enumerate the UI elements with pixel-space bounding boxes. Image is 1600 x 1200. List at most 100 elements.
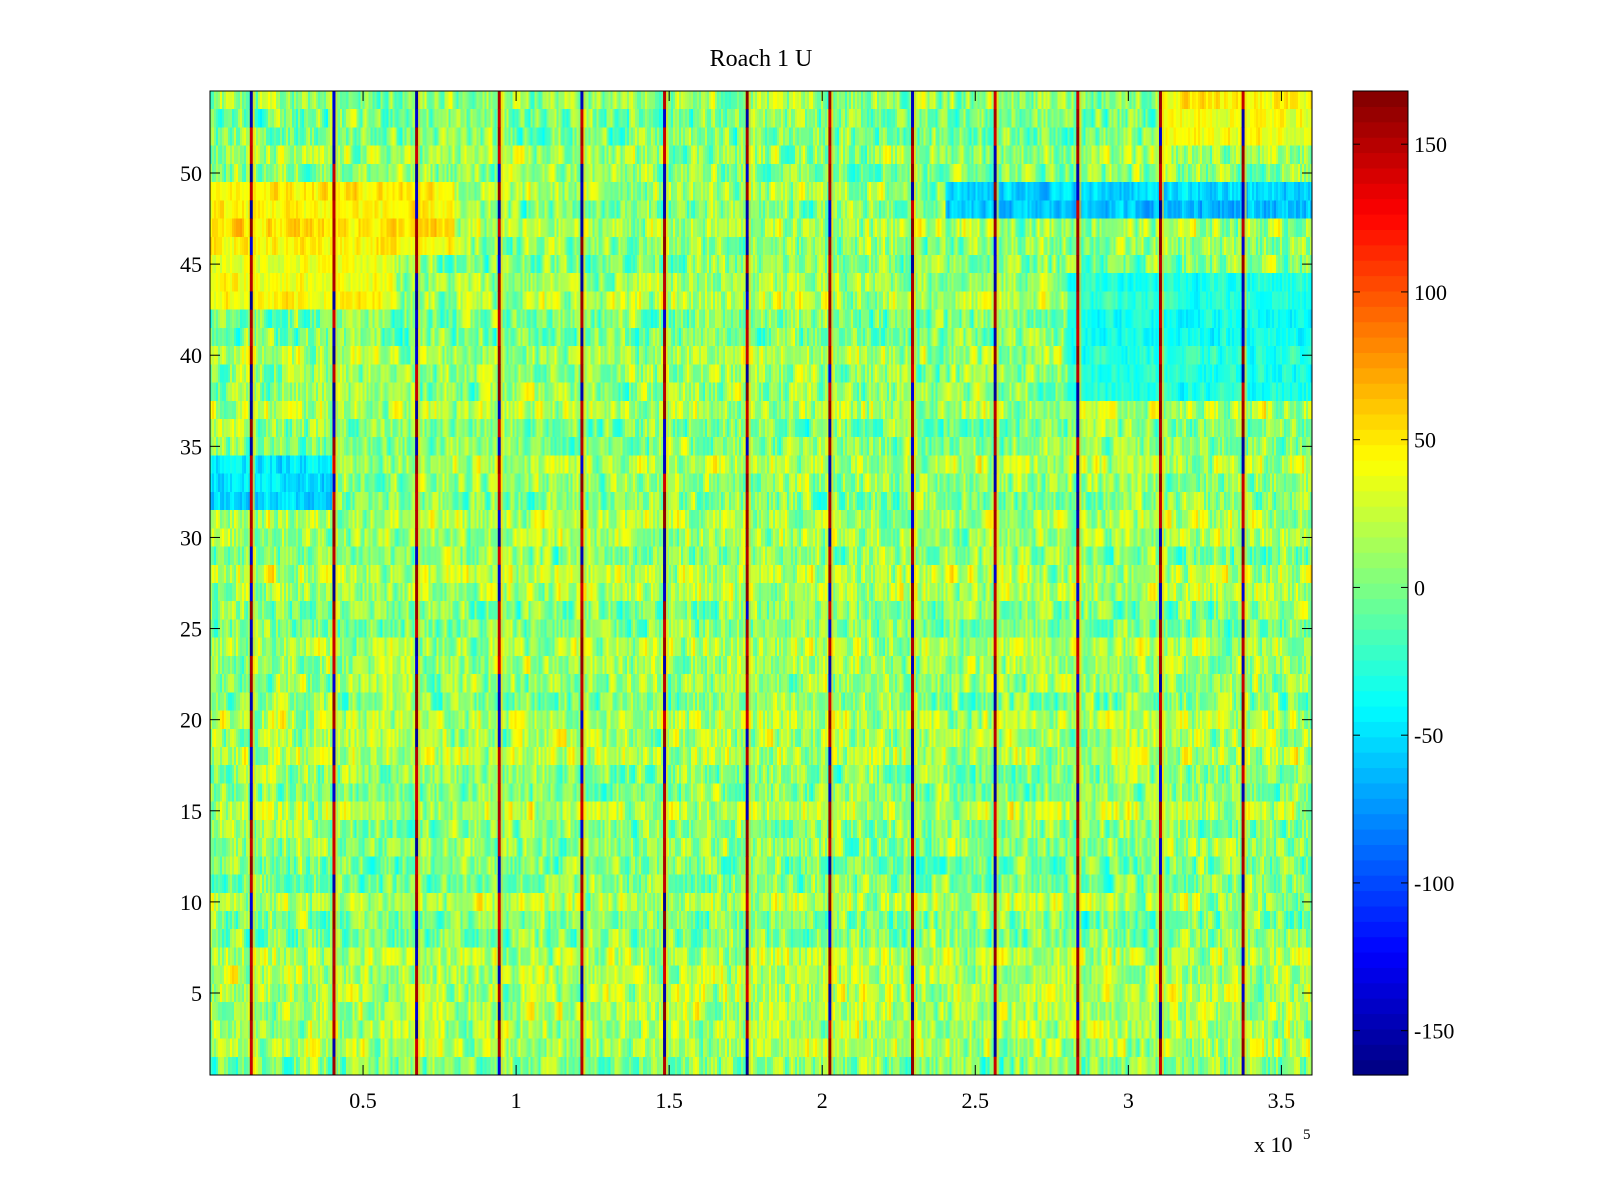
colorbar-band bbox=[1353, 475, 1408, 492]
colorbar-band bbox=[1353, 967, 1408, 984]
colorbar-band bbox=[1353, 229, 1408, 246]
y-tick-label: 25 bbox=[180, 617, 202, 642]
colorbar-band bbox=[1353, 152, 1408, 169]
colorbar-band bbox=[1353, 859, 1408, 876]
colorbar-band bbox=[1353, 1059, 1408, 1076]
colorbar-band bbox=[1353, 905, 1408, 922]
colorbar-band bbox=[1353, 629, 1408, 646]
x-tick-label: 1 bbox=[511, 1088, 522, 1113]
colorbar-band bbox=[1353, 398, 1408, 415]
x-tick-label: 1.5 bbox=[655, 1088, 683, 1113]
colorbar-band bbox=[1353, 767, 1408, 784]
y-tick-label: 40 bbox=[180, 343, 202, 368]
colorbar-band bbox=[1353, 921, 1408, 938]
colorbar-band bbox=[1353, 367, 1408, 384]
colorbar-band bbox=[1353, 260, 1408, 277]
colorbar-axis: -150 -100 -50 0 50 100 150 bbox=[1353, 132, 1454, 1044]
heatmap-stripes bbox=[249, 91, 1247, 1075]
x-tick-label: 0.5 bbox=[349, 1088, 377, 1113]
colorbar-band bbox=[1353, 567, 1408, 584]
stripe-3 bbox=[415, 91, 421, 1075]
colorbar-band bbox=[1353, 690, 1408, 707]
colorbar-band bbox=[1353, 244, 1408, 261]
colorbar-tick-label: 100 bbox=[1414, 280, 1447, 305]
colorbar-band bbox=[1353, 721, 1408, 738]
stripe-6 bbox=[663, 91, 669, 1075]
stripe-11 bbox=[1076, 91, 1082, 1075]
colorbar-tick-label: 0 bbox=[1414, 575, 1425, 600]
y-tick-label: 35 bbox=[180, 434, 202, 459]
colorbar-band bbox=[1353, 552, 1408, 569]
colorbar-band bbox=[1353, 444, 1408, 461]
y-tick-label: 5 bbox=[191, 981, 202, 1006]
x-tick-label: 3 bbox=[1123, 1088, 1134, 1113]
stripe-10 bbox=[993, 91, 999, 1075]
colorbar-band bbox=[1353, 290, 1408, 307]
colorbar-band bbox=[1353, 490, 1408, 507]
x-multiplier-base: x 10 bbox=[1254, 1132, 1293, 1157]
x-tick-label: 2.5 bbox=[962, 1088, 990, 1113]
colorbar-band bbox=[1353, 598, 1408, 615]
y-tick-label: 45 bbox=[180, 252, 202, 277]
x-multiplier-exponent: 5 bbox=[1303, 1127, 1311, 1143]
colorbar-band bbox=[1353, 706, 1408, 722]
stripe-2 bbox=[332, 91, 338, 1075]
colorbar-band bbox=[1353, 167, 1408, 184]
colorbar-band bbox=[1353, 675, 1408, 692]
colorbar-band bbox=[1353, 352, 1408, 369]
colorbar-band bbox=[1353, 337, 1408, 353]
colorbar-band bbox=[1353, 844, 1408, 861]
colorbar-band bbox=[1353, 736, 1408, 753]
colorbar-tick-label: -50 bbox=[1414, 723, 1443, 748]
colorbar-band bbox=[1353, 214, 1408, 230]
colorbar-band bbox=[1353, 798, 1408, 815]
colorbar-band bbox=[1353, 1044, 1408, 1061]
colorbar-band bbox=[1353, 998, 1408, 1015]
colorbar-band bbox=[1353, 383, 1408, 400]
colorbar-band bbox=[1353, 183, 1408, 200]
colorbar-band bbox=[1353, 460, 1408, 476]
heatmap-image bbox=[210, 91, 1312, 1075]
colorbar-gradient bbox=[1353, 91, 1408, 1076]
stripe-4 bbox=[497, 91, 503, 1075]
colorbar-band bbox=[1353, 613, 1408, 630]
stripe-7 bbox=[745, 91, 751, 1075]
colorbar-band bbox=[1353, 321, 1408, 338]
colorbar-band bbox=[1353, 198, 1408, 215]
stripe-5 bbox=[580, 91, 586, 1075]
colorbar-band bbox=[1353, 521, 1408, 538]
heatmap-area bbox=[210, 91, 1312, 1075]
x-axis: 0.5 1 1.5 2 2.5 3 3.5 bbox=[349, 91, 1295, 1113]
colorbar-band bbox=[1353, 536, 1408, 553]
colorbar-tick-label: 150 bbox=[1414, 132, 1447, 157]
colorbar-band bbox=[1353, 275, 1408, 292]
y-tick-label: 15 bbox=[180, 799, 202, 824]
colorbar-frame bbox=[1352, 90, 1409, 1076]
colorbar-tick-label: -100 bbox=[1414, 871, 1454, 896]
x-tick-label: 2 bbox=[817, 1088, 828, 1113]
stripe-8 bbox=[828, 91, 834, 1075]
colorbar-band bbox=[1353, 782, 1408, 799]
colorbar-band bbox=[1353, 644, 1408, 661]
colorbar-band bbox=[1353, 429, 1408, 446]
stripe-12 bbox=[1158, 91, 1164, 1075]
colorbar-band bbox=[1353, 1028, 1408, 1045]
colorbar-band bbox=[1353, 659, 1408, 676]
colorbar-band bbox=[1353, 413, 1408, 430]
y-tick-label: 10 bbox=[180, 890, 202, 915]
stripe-9 bbox=[911, 91, 917, 1075]
colorbar-tick-label: 50 bbox=[1414, 428, 1436, 453]
colorbar-band bbox=[1353, 982, 1408, 999]
colorbar-band bbox=[1353, 583, 1408, 599]
colorbar-band bbox=[1353, 106, 1408, 123]
colorbar-band bbox=[1353, 952, 1408, 968]
y-tick-label: 50 bbox=[180, 161, 202, 186]
colorbar-band bbox=[1353, 137, 1408, 154]
colorbar-band bbox=[1353, 829, 1408, 845]
x-tick-label: 3.5 bbox=[1268, 1088, 1296, 1113]
colorbar-band bbox=[1353, 91, 1408, 107]
colorbar-band bbox=[1353, 936, 1408, 953]
y-axis: 5 10 15 20 25 30 35 40 45 50 bbox=[180, 161, 1312, 1006]
y-tick-label: 30 bbox=[180, 525, 202, 550]
